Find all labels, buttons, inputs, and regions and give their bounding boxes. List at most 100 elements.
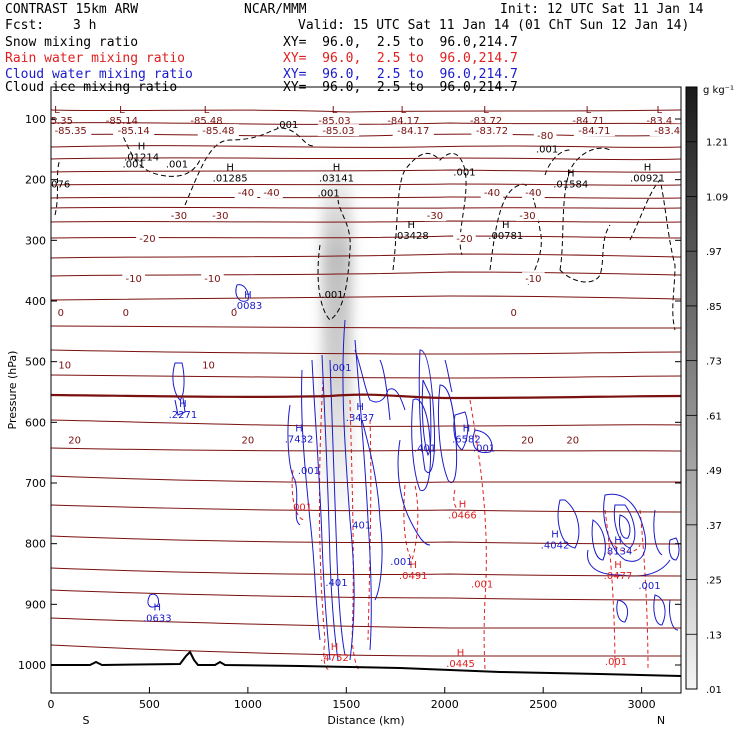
- field-legend-rain: Rain water mixing ratio: [5, 51, 186, 66]
- extremum-marker: H: [459, 499, 467, 510]
- ice-contour: [54, 159, 61, 216]
- rain-contour: [639, 509, 649, 671]
- ice-contour: [392, 152, 467, 271]
- temp-label-bg: [51, 124, 92, 137]
- init-time: Init: 12 UTC Sat 11 Jan 14: [500, 2, 704, 17]
- temp-label: -40: [238, 188, 254, 199]
- temp-label-bg: [423, 209, 447, 222]
- colorbar-tick-label: .49: [706, 466, 722, 477]
- ice-contour: [629, 179, 676, 331]
- model-title: CONTRAST 15km ARW: [5, 2, 139, 17]
- contour-value-label: .401: [325, 578, 347, 589]
- temp-label-bg: [120, 306, 131, 319]
- cloud-water-contour: [311, 359, 331, 661]
- contour-value-label: .001: [471, 579, 493, 590]
- temp-contour-plus20: [51, 589, 681, 601]
- extremum-marker: H: [154, 602, 162, 613]
- temp-label: 20: [242, 436, 255, 447]
- extremum-value: -85.48: [190, 116, 222, 127]
- contour-value-label: .001: [321, 290, 343, 301]
- cloud-water-contour: [361, 419, 383, 601]
- cloud-water-contour: [669, 599, 679, 631]
- y-tick-label: 800: [25, 538, 46, 551]
- field-range-cloud-water: XY= 96.0, 2.5 to 96.0,214.7: [283, 67, 518, 82]
- extremum-marker: H: [567, 169, 575, 180]
- extremum-marker: L: [586, 105, 592, 116]
- extremum-value: -83.72: [470, 116, 502, 127]
- y-tick-label: 1000: [18, 659, 46, 672]
- temp-label-bg: [516, 209, 539, 222]
- cloud-water-contour: [653, 509, 663, 556]
- y-tick-label: 600: [25, 416, 46, 429]
- extremum-marker: H: [331, 642, 339, 653]
- temp-label-bg: [234, 186, 258, 199]
- colorbar-tick-label: .01: [706, 685, 722, 696]
- extremum-marker: H: [356, 402, 364, 413]
- y-tick-label: 100: [25, 113, 46, 126]
- cloud-water-contour: [619, 514, 631, 539]
- rain-contour: [469, 399, 487, 671]
- ice-contour: [559, 147, 611, 271]
- temp-label-bg: [239, 433, 257, 446]
- contour-value-label: .001: [329, 363, 351, 374]
- field-range-rain: XY= 96.0, 2.5 to 96.0,214.7: [283, 51, 518, 66]
- extremum-value: .0633: [143, 613, 172, 624]
- colorbar-tick-label: .85: [706, 302, 722, 313]
- y-tick-label: 200: [25, 174, 46, 187]
- temp-contour: [51, 374, 681, 379]
- contour-value-label: .001: [638, 581, 660, 592]
- extremum-value: .0477: [604, 571, 633, 582]
- cloud-water-contour: [557, 499, 580, 549]
- temp-contour-minus80: [51, 109, 681, 113]
- extremum-value: .03141: [319, 174, 354, 185]
- cloud-water-contour: [287, 404, 301, 526]
- contour-value-label: .001: [390, 557, 412, 568]
- valid-time: Valid: 15 UTC Sat 11 Jan 14 (01 ChT Sun …: [298, 18, 690, 33]
- extremum-marker: H: [502, 220, 510, 231]
- temp-label-bg: [649, 124, 681, 137]
- extremum-value: .00921: [630, 174, 665, 185]
- temp-label: -85.03: [322, 126, 354, 137]
- extremum-value: .4752: [320, 653, 349, 664]
- field-legend-snow: Snow mixing ratio: [5, 35, 139, 50]
- x-tick-label: 500: [139, 698, 160, 711]
- temp-label: -30: [519, 211, 535, 222]
- temp-contour: [51, 169, 681, 173]
- axis-end-south: S: [83, 714, 90, 727]
- temp-contour: [51, 220, 681, 223]
- temp-contour-minus20: [51, 271, 681, 277]
- temp-contour: [51, 349, 681, 355]
- temp-label: -20: [139, 234, 155, 245]
- extremum-marker: H: [463, 423, 471, 434]
- extremum-marker: L: [657, 105, 663, 116]
- y-tick-label: 400: [25, 295, 46, 308]
- rain-contour: [318, 379, 331, 671]
- temp-label: -40: [525, 188, 541, 199]
- temp-label-bg: [392, 124, 434, 137]
- temp-label: 0: [510, 308, 516, 319]
- contour-value-label: .401: [349, 521, 371, 532]
- extremum-value: .01584: [553, 180, 588, 191]
- cloud-water-contour: [437, 384, 458, 483]
- temp-contour-plus10: [51, 475, 681, 484]
- x-tick-label: 2000: [431, 698, 459, 711]
- temp-label-bg: [480, 186, 504, 199]
- temp-label: -30: [212, 211, 228, 222]
- cloud-water-contour: [354, 349, 406, 411]
- temp-label: 10: [202, 360, 215, 371]
- forecast-label: Fcst:: [5, 18, 45, 33]
- extremum-value: .01214: [124, 152, 159, 163]
- temp-label-bg: [260, 186, 283, 199]
- rain-contour: [403, 484, 419, 562]
- y-tick-label: 900: [25, 598, 46, 611]
- colorbar-unit: g kg⁻¹: [703, 85, 734, 96]
- temp-contour: [51, 295, 681, 301]
- extremum-marker: H: [614, 536, 622, 547]
- temp-contour: [51, 504, 681, 513]
- temp-label: -84.17: [397, 126, 429, 137]
- temp-label-bg: [228, 306, 240, 319]
- temp-label: 0: [123, 308, 129, 319]
- temp-contour-minus10: [51, 325, 681, 329]
- extremum-marker: H: [295, 423, 303, 434]
- temp-contour: [51, 447, 681, 452]
